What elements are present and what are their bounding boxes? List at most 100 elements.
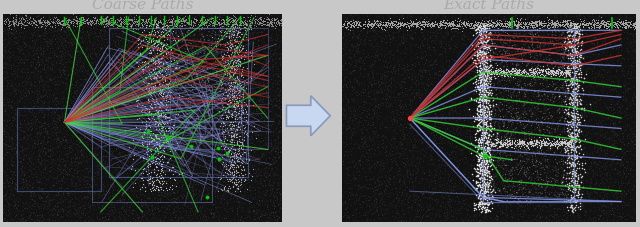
Point: [526, 144, 536, 148]
Point: [170, 152, 180, 155]
Point: [495, 145, 505, 148]
Point: [352, 94, 362, 98]
Point: [17, 70, 27, 74]
Point: [214, 214, 225, 217]
Point: [230, 40, 240, 44]
Point: [198, 181, 208, 185]
Point: [200, 182, 210, 185]
Point: [574, 123, 584, 126]
Point: [18, 96, 28, 100]
Point: [340, 16, 351, 19]
Point: [547, 142, 557, 145]
Point: [205, 88, 215, 92]
Point: [482, 165, 492, 169]
Point: [468, 79, 479, 83]
Point: [80, 193, 90, 196]
Point: [205, 40, 216, 44]
Point: [423, 113, 433, 117]
Point: [479, 23, 490, 27]
Point: [0, 77, 10, 80]
Point: [150, 49, 160, 52]
Point: [563, 59, 573, 62]
Point: [149, 199, 159, 203]
Point: [578, 79, 588, 83]
Point: [169, 197, 179, 200]
Point: [138, 33, 148, 37]
Point: [124, 39, 134, 43]
Point: [52, 29, 63, 32]
Point: [388, 54, 398, 57]
Point: [63, 74, 74, 77]
Point: [618, 18, 628, 22]
Point: [195, 194, 205, 197]
Point: [451, 144, 461, 148]
Point: [93, 82, 103, 85]
Point: [621, 20, 631, 23]
Point: [56, 33, 66, 37]
Point: [477, 137, 488, 140]
Point: [92, 183, 102, 186]
Point: [398, 17, 408, 21]
Point: [481, 23, 492, 27]
Point: [498, 162, 508, 166]
Point: [434, 173, 444, 177]
Point: [263, 203, 273, 207]
Point: [275, 90, 285, 94]
Point: [489, 57, 499, 61]
Point: [411, 85, 421, 89]
Point: [464, 108, 474, 112]
Point: [28, 187, 38, 191]
Point: [565, 65, 575, 69]
Point: [45, 154, 56, 158]
Point: [609, 20, 620, 24]
Point: [38, 185, 49, 188]
Point: [122, 25, 132, 29]
Point: [496, 163, 506, 167]
Point: [198, 133, 208, 137]
Point: [565, 141, 575, 144]
Point: [567, 139, 577, 143]
Point: [367, 204, 377, 207]
Point: [266, 147, 276, 151]
Point: [213, 171, 223, 174]
Point: [14, 114, 24, 118]
Point: [139, 91, 149, 95]
Point: [58, 209, 68, 212]
Point: [122, 202, 132, 206]
Point: [161, 95, 171, 98]
Point: [437, 69, 447, 73]
Point: [142, 89, 152, 92]
Point: [257, 200, 268, 204]
Point: [255, 83, 265, 87]
Point: [41, 39, 51, 43]
Point: [413, 141, 423, 144]
Point: [477, 168, 487, 172]
Point: [159, 104, 169, 107]
Point: [170, 77, 180, 80]
Point: [442, 182, 452, 186]
Point: [555, 133, 565, 136]
Point: [531, 191, 541, 194]
Point: [6, 171, 17, 175]
Point: [540, 112, 550, 115]
Point: [345, 117, 355, 120]
Point: [350, 149, 360, 153]
Point: [5, 21, 15, 25]
Point: [530, 81, 540, 84]
Point: [408, 33, 419, 36]
Point: [119, 168, 129, 172]
Point: [140, 153, 150, 157]
Point: [389, 137, 399, 141]
Point: [500, 214, 511, 217]
Point: [80, 74, 90, 78]
Point: [353, 220, 364, 223]
Point: [16, 219, 26, 223]
Point: [139, 52, 149, 55]
Point: [227, 220, 237, 223]
Point: [190, 198, 200, 202]
Point: [150, 160, 161, 163]
Point: [343, 124, 353, 128]
Point: [580, 210, 591, 214]
Point: [84, 220, 95, 224]
Point: [147, 212, 157, 215]
